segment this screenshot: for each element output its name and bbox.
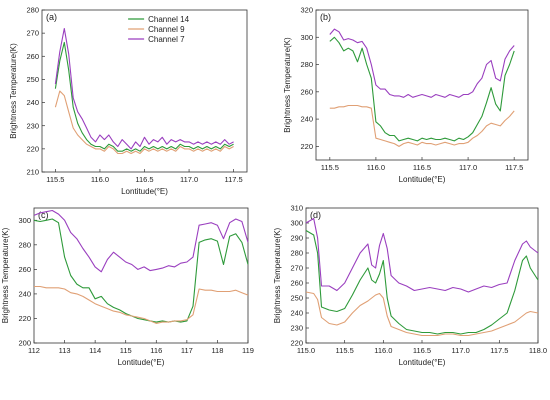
x-tick-label: 114 xyxy=(89,346,101,355)
y-tick-label: 250 xyxy=(26,75,39,84)
y-tick-label: 260 xyxy=(18,265,31,274)
x-tick-label: 116.5 xyxy=(135,175,153,184)
series-line-channel-7 xyxy=(54,27,234,150)
x-tick-label: 117.0 xyxy=(459,163,477,172)
x-tick-label: 117.5 xyxy=(505,163,523,172)
y-tick-label: 240 xyxy=(290,309,303,318)
plot-frame xyxy=(305,207,539,344)
y-tick-label: 300 xyxy=(18,216,31,225)
series-line-channel-7 xyxy=(305,217,539,293)
x-tick-label: 115 xyxy=(120,346,132,355)
y-tick-label: 220 xyxy=(300,142,313,151)
y-tick-label: 320 xyxy=(300,6,313,15)
panel-a: 115.5 116.0 116.5 117.0 117.5 210 220 230 240 250… xyxy=(9,6,248,196)
x-tick-label: 116.0 xyxy=(91,175,109,184)
y-tick-label: 240 xyxy=(18,290,31,299)
x-tick-label: 118 xyxy=(211,346,223,355)
x-tick-label: 112 xyxy=(28,346,40,355)
y-tick-label: 220 xyxy=(290,339,303,348)
y-tick-label: 270 xyxy=(26,29,39,38)
x-tick-label: 116.5 xyxy=(413,163,431,172)
plot-frame xyxy=(33,207,249,344)
y-tick-label: 300 xyxy=(290,219,303,228)
x-axis-title: Lontitude(°E) xyxy=(399,175,446,184)
legend-entry: Channel 9 xyxy=(148,25,185,34)
series-line-channel-14 xyxy=(305,230,539,335)
y-tick-label: 240 xyxy=(300,115,313,124)
y-axis-title: Brightness Temperature(K) xyxy=(273,227,282,323)
y-tick-label: 230 xyxy=(290,324,303,333)
legend-entry: Channel 14 xyxy=(148,15,189,24)
y-axis-title: Brightness Temperature(K) xyxy=(9,43,18,139)
y-tick-label: 240 xyxy=(26,98,39,107)
y-tick-label: 310 xyxy=(290,204,303,213)
series-line-channel-9 xyxy=(34,285,249,324)
x-tick-label: 117.0 xyxy=(452,346,470,355)
panel-label: (a) xyxy=(46,12,57,22)
series-line-channel-9 xyxy=(305,291,539,337)
plot-frame xyxy=(315,9,529,161)
legend-entry: Channel 7 xyxy=(148,35,185,44)
y-tick-label: 200 xyxy=(18,339,31,348)
x-axis-title: Lontitude(°E) xyxy=(121,187,168,196)
x-tick-label: 116.5 xyxy=(413,346,431,355)
panel-b: 115.5 116.0 116.5 117.0 117.5 220 240 260 280 300… xyxy=(283,6,529,184)
x-tick-label: 115.5 xyxy=(321,163,339,172)
y-tick-label: 280 xyxy=(18,240,31,249)
y-tick-label: 270 xyxy=(290,264,303,273)
x-tick-label: 117 xyxy=(181,346,193,355)
x-tick-label: 116.0 xyxy=(374,346,392,355)
y-tick-label: 250 xyxy=(290,294,303,303)
x-tick-label: 118.0 xyxy=(529,346,547,355)
y-tick-label: 290 xyxy=(290,234,303,243)
series-line-channel-14 xyxy=(54,41,234,152)
y-tick-label: 300 xyxy=(300,33,313,42)
x-tick-label: 117.5 xyxy=(490,346,508,355)
series-line-channel-14 xyxy=(329,36,515,142)
x-tick-label: 117.5 xyxy=(225,175,243,184)
y-tick-label: 220 xyxy=(18,314,31,323)
panel-label: (d) xyxy=(310,210,321,220)
panel-label: (c) xyxy=(38,210,49,220)
panel-label: (b) xyxy=(320,12,331,22)
x-axis-title: Lontitude(°E) xyxy=(118,358,165,367)
y-axis-title: Brightness Temperature(K) xyxy=(1,227,10,323)
series-line-channel-14 xyxy=(33,218,249,323)
x-tick-label: 117.0 xyxy=(180,175,198,184)
series-line-channel-9 xyxy=(329,104,515,147)
y-tick-label: 220 xyxy=(26,144,39,153)
y-tick-label: 260 xyxy=(290,279,303,288)
y-tick-label: 260 xyxy=(300,87,313,96)
y-axis-title: Brightness Temperature(K) xyxy=(283,37,292,133)
y-tick-label: 260 xyxy=(26,52,39,61)
series-line-channel-9 xyxy=(54,90,234,155)
y-tick-label: 210 xyxy=(26,168,39,177)
x-tick-label: 115.5 xyxy=(46,175,64,184)
x-tick-label: 116.0 xyxy=(367,163,385,172)
series-line-channel-7 xyxy=(33,209,249,273)
y-tick-label: 230 xyxy=(26,121,39,130)
x-tick-label: 115.5 xyxy=(336,346,354,355)
x-tick-label: 113 xyxy=(59,346,71,355)
x-axis-title: Lontitude(°E) xyxy=(399,358,446,367)
y-tick-label: 280 xyxy=(26,6,39,15)
x-tick-label: 116 xyxy=(150,346,162,355)
y-tick-label: 280 xyxy=(300,60,313,69)
series-line-channel-7 xyxy=(329,28,515,98)
y-tick-label: 280 xyxy=(290,249,303,258)
panel-d: 115.0 115.5 116.0 116.5 117.0 117.5 118.0 220 23… xyxy=(273,204,547,367)
x-tick-label: 115.0 xyxy=(297,346,315,355)
x-tick-label: 119 xyxy=(242,346,254,355)
panel-c: 112 113 114 115 116 117 118 119 200 220 240 260 280 3… xyxy=(1,207,254,367)
